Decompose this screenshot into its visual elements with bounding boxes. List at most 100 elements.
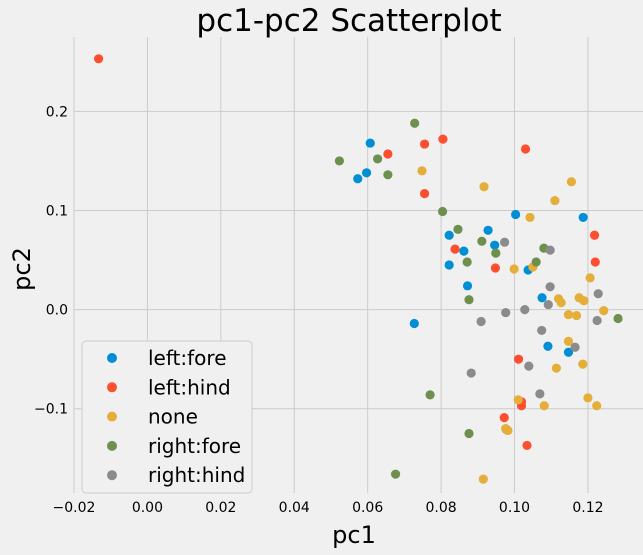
data-point xyxy=(556,298,566,308)
series-none xyxy=(417,166,609,484)
series-right-fore xyxy=(334,118,623,479)
data-point xyxy=(525,212,535,223)
x-tick-label: −0.02 xyxy=(53,500,96,516)
data-point xyxy=(513,395,523,405)
data-point xyxy=(509,264,519,274)
data-point xyxy=(524,361,534,371)
data-point xyxy=(464,428,474,439)
data-point xyxy=(409,318,419,329)
data-point xyxy=(500,237,510,247)
data-point xyxy=(334,156,345,166)
data-point xyxy=(531,257,541,267)
data-point xyxy=(490,263,501,273)
data-point xyxy=(462,281,473,291)
x-tick-label: 0.12 xyxy=(572,500,603,516)
y-tick-label: 0.1 xyxy=(46,203,68,219)
y-tick-label: −0.1 xyxy=(34,402,68,418)
x-tick-label: 0.00 xyxy=(132,500,163,516)
data-point xyxy=(563,309,574,320)
x-tick-label: 0.06 xyxy=(352,500,383,516)
data-point xyxy=(478,474,488,484)
y-tick-labels: −0.1 0.0 0.1 0.2 xyxy=(34,104,68,417)
data-point xyxy=(462,257,472,267)
data-point xyxy=(563,336,574,346)
data-point xyxy=(550,195,560,206)
data-point xyxy=(383,170,393,180)
data-points xyxy=(93,54,623,484)
data-point xyxy=(592,401,602,411)
data-point xyxy=(513,354,524,364)
data-point xyxy=(419,139,430,149)
data-point xyxy=(589,230,600,240)
data-point xyxy=(563,347,574,357)
data-point xyxy=(93,54,104,64)
data-point xyxy=(535,389,545,399)
data-point xyxy=(522,440,532,451)
data-point xyxy=(372,154,383,164)
legend-label: left:fore xyxy=(148,346,227,370)
legend-marker xyxy=(107,353,117,363)
data-point xyxy=(390,469,401,479)
data-point xyxy=(491,248,501,258)
data-point xyxy=(466,368,476,378)
data-point xyxy=(365,138,375,148)
data-point xyxy=(520,305,530,315)
data-point xyxy=(361,168,372,178)
y-tick-label: 0.0 xyxy=(46,303,68,319)
data-point xyxy=(539,401,549,411)
data-point xyxy=(511,209,521,220)
legend-marker xyxy=(107,382,117,393)
data-point xyxy=(593,289,603,299)
x-tick-labels: −0.02 0.00 0.02 0.04 0.06 0.08 0.10 0.12 xyxy=(53,500,604,516)
data-point xyxy=(490,240,500,250)
data-point xyxy=(450,244,460,254)
data-point xyxy=(592,315,602,326)
x-tick-label: 0.10 xyxy=(499,500,530,516)
data-point xyxy=(353,174,363,184)
y-tick-label: 0.2 xyxy=(46,104,68,120)
data-point xyxy=(425,390,435,400)
series-left-hind xyxy=(93,54,600,451)
chart-title: pc1-pc2 Scatterplot xyxy=(196,3,501,39)
data-point xyxy=(479,182,489,192)
legend-marker xyxy=(107,440,117,451)
data-point xyxy=(520,144,531,154)
y-axis-label: pc2 xyxy=(8,247,36,291)
data-point xyxy=(590,257,600,267)
data-point xyxy=(499,413,509,423)
data-point xyxy=(464,295,474,305)
legend-marker xyxy=(107,411,117,422)
x-tick-label: 0.02 xyxy=(205,500,236,516)
data-point xyxy=(566,177,577,187)
legend-label: right:hind xyxy=(148,463,245,487)
data-point xyxy=(477,236,487,246)
data-point xyxy=(583,393,593,403)
legend: left:fore left:hind none right:fore right:hi… xyxy=(81,340,253,494)
data-point xyxy=(578,359,588,369)
data-point xyxy=(585,273,595,283)
data-point xyxy=(501,307,511,318)
data-point xyxy=(437,206,448,217)
series-right-hind xyxy=(466,237,603,399)
data-point xyxy=(483,225,493,235)
data-point xyxy=(613,313,623,324)
data-point xyxy=(417,166,427,176)
legend-marker xyxy=(107,470,117,481)
data-point xyxy=(578,212,588,223)
data-point xyxy=(551,363,561,373)
data-point xyxy=(476,316,486,327)
legend-label: left:hind xyxy=(148,375,231,399)
data-point xyxy=(419,189,430,199)
data-point xyxy=(543,341,553,351)
x-tick-label: 0.08 xyxy=(426,500,457,516)
data-point xyxy=(545,245,555,255)
x-tick-label: 0.04 xyxy=(279,500,310,516)
data-point xyxy=(537,293,547,303)
data-point xyxy=(438,134,448,144)
x-axis-label: pc1 xyxy=(332,521,376,549)
data-point xyxy=(444,260,454,270)
data-point xyxy=(571,310,582,321)
data-point xyxy=(570,342,580,352)
data-point xyxy=(543,300,553,310)
